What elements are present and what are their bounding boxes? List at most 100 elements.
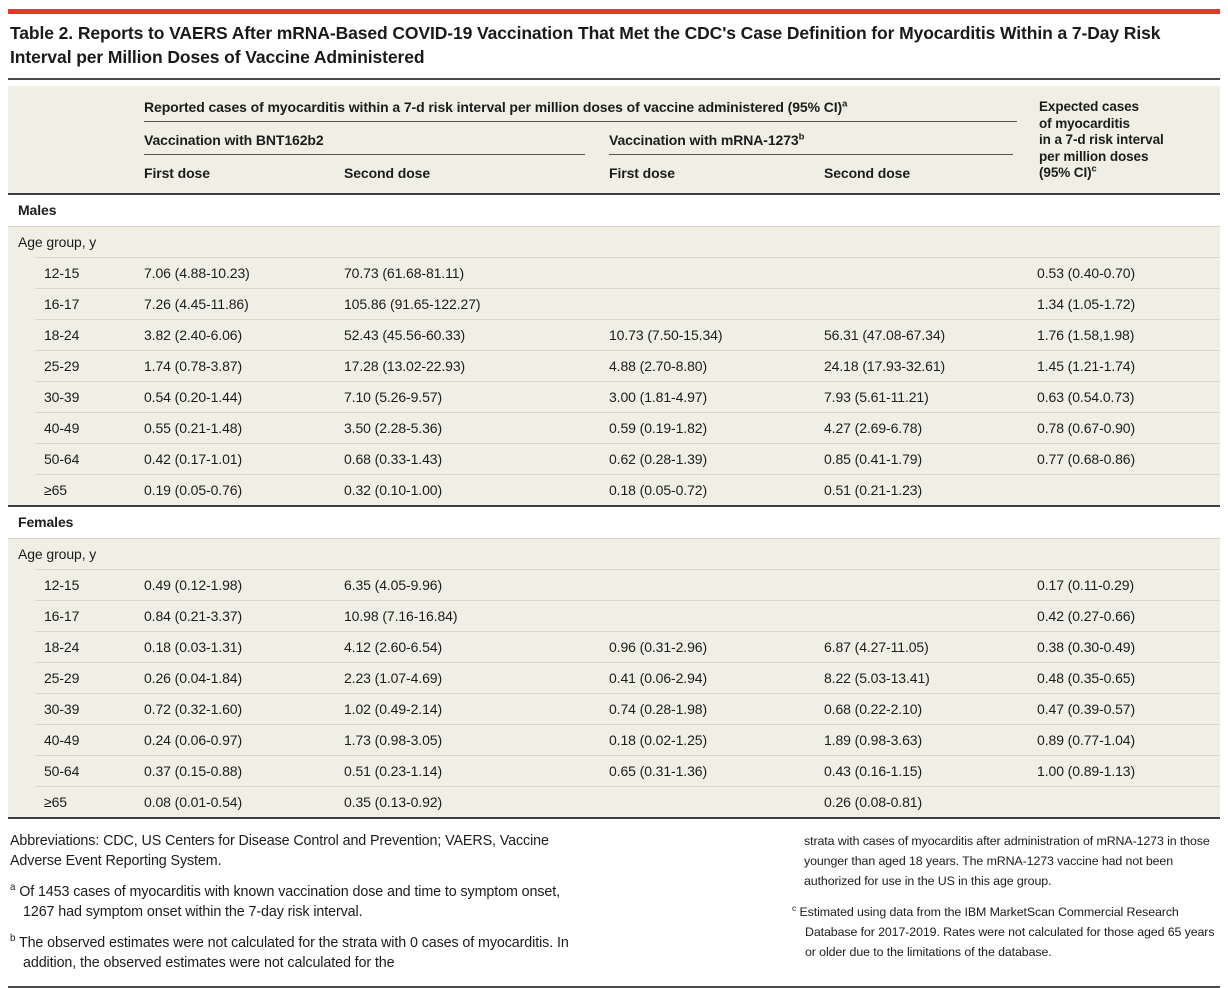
table-row: 30-39 0.54 (0.20-1.44) 7.10 (5.26-9.57) 3.0… xyxy=(8,381,1221,413)
table-row: 40-49 0.55 (0.21-1.48) 3.50 (2.28-5.36) 0.5… xyxy=(8,412,1221,444)
table-cell: 0.17 (0.11-0.29) xyxy=(1031,569,1221,601)
table-cell xyxy=(818,288,1032,320)
row-label: 18-24 xyxy=(8,631,138,663)
table-cell xyxy=(1031,786,1221,818)
table-header: Reported cases of myocarditis within a 7… xyxy=(8,86,1221,194)
row-label: 12-15 xyxy=(8,569,138,601)
table-cell: 0.18 (0.05-0.72) xyxy=(603,474,818,506)
vaers-myocarditis-table: Reported cases of myocarditis within a 7… xyxy=(8,86,1221,819)
table-cell: 0.37 (0.15-0.88) xyxy=(138,755,338,787)
table-cell: 56.31 (47.08-67.34) xyxy=(818,319,1032,351)
table-row: 25-29 0.26 (0.04-1.84) 2.23 (1.07-4.69) 0.4… xyxy=(8,662,1221,694)
table-cell: 7.10 (5.26-9.57) xyxy=(338,381,603,413)
table-cell: 0.24 (0.06-0.97) xyxy=(138,724,338,756)
table-cell: 0.59 (0.19-1.82) xyxy=(603,412,818,444)
age-group-subheader: Age group, y xyxy=(8,226,1221,258)
footnotes-right-column: strata with cases of myocarditis after a… xyxy=(792,831,1216,984)
bnt-first-dose-header: First dose xyxy=(144,165,210,181)
row-label: 12-15 xyxy=(8,257,138,289)
section-label: Males xyxy=(8,194,1221,227)
mrna-first-dose-header: First dose xyxy=(609,165,675,181)
footnote-marker-a: a xyxy=(10,882,16,894)
table-cell: 4.12 (2.60-6.54) xyxy=(338,631,603,663)
table-cell: 0.18 (0.02-1.25) xyxy=(603,724,818,756)
table-cell: 1.00 (0.89-1.13) xyxy=(1031,755,1221,787)
bnt162b2-span-label: Vaccination with BNT162b2 xyxy=(144,132,324,148)
table-cell: 0.49 (0.12-1.98) xyxy=(138,569,338,601)
row-label: 50-64 xyxy=(8,443,138,475)
table-cell: 0.74 (0.28-1.98) xyxy=(603,693,818,725)
row-label: 40-49 xyxy=(8,412,138,444)
table-cell: 0.84 (0.21-3.37) xyxy=(138,600,338,632)
expected-header-line: in a 7-d risk interval xyxy=(1039,132,1164,147)
age-column-header-empty xyxy=(8,86,138,194)
table-cell: 70.73 (61.68-81.11) xyxy=(338,257,603,289)
table-cell: 0.43 (0.16-1.15) xyxy=(818,755,1032,787)
table-cell: 0.68 (0.22-2.10) xyxy=(818,693,1032,725)
table-title: Table 2. Reports to VAERS After mRNA-Bas… xyxy=(10,23,1161,67)
abbreviations-note: Abbreviations: CDC, US Centers for Disea… xyxy=(10,833,549,869)
table-cell: 0.51 (0.21-1.23) xyxy=(818,474,1032,506)
table-row: 16-17 7.26 (4.45-11.86) 105.86 (91.65-122.… xyxy=(8,288,1221,320)
mrna1273-span-label: Vaccination with mRNA-1273 xyxy=(609,132,799,148)
table-cell xyxy=(818,569,1032,601)
table-cell: 7.93 (5.61-11.21) xyxy=(818,381,1032,413)
table-row: 18-24 0.18 (0.03-1.31) 4.12 (2.60-6.54) 0.9… xyxy=(8,631,1221,663)
footnote-ref-a: a xyxy=(842,98,848,110)
table-cell: 0.26 (0.08-0.81) xyxy=(818,786,1032,818)
row-label: ≥65 xyxy=(8,786,138,818)
table-cell: 3.50 (2.28-5.36) xyxy=(338,412,603,444)
table-cell: 7.06 (4.88-10.23) xyxy=(138,257,338,289)
table-cell: 0.26 (0.04-1.84) xyxy=(138,662,338,694)
table-cell: 0.19 (0.05-0.76) xyxy=(138,474,338,506)
table-cell: 1.02 (0.49-2.14) xyxy=(338,693,603,725)
row-label: 16-17 xyxy=(8,600,138,632)
footnote-c: c Estimated using data from the IBM Mark… xyxy=(792,902,1216,962)
footnote-marker-b: b xyxy=(10,933,16,945)
footnote-c-text: Estimated using data from the IBM Market… xyxy=(799,905,1215,959)
table-row: 50-64 0.42 (0.17-1.01) 0.68 (0.33-1.43) 0.6… xyxy=(8,443,1221,475)
bnt-second-dose-header: Second dose xyxy=(344,165,431,181)
table-cell: 0.55 (0.21-1.48) xyxy=(138,412,338,444)
table-row: 40-49 0.24 (0.06-0.97) 1.73 (0.98-3.05) 0.1… xyxy=(8,724,1221,756)
accent-red-bar xyxy=(8,9,1220,14)
row-label: 25-29 xyxy=(8,662,138,694)
table-cell: 0.48 (0.35-0.65) xyxy=(1031,662,1221,694)
row-label: 50-64 xyxy=(8,755,138,787)
expected-cases-column-header: Expected cases of myocarditis in a 7-d r… xyxy=(1031,86,1220,194)
age-group-subheader-row: Age group, y xyxy=(8,226,1221,258)
expected-header-line: per million doses xyxy=(1039,148,1149,164)
table-cell: 6.35 (4.05-9.96) xyxy=(338,569,603,601)
table-cell: 24.18 (17.93-32.61) xyxy=(818,350,1032,382)
table-cell: 52.43 (45.56-60.33) xyxy=(338,319,603,351)
table-cell: 10.73 (7.50-15.34) xyxy=(603,319,818,351)
footnotes: Abbreviations: CDC, US Centers for Disea… xyxy=(8,819,1220,984)
reported-cases-span-label: Reported cases of myocarditis within a 7… xyxy=(144,99,843,115)
table-cell xyxy=(818,600,1032,632)
table-cell: 0.78 (0.67-0.90) xyxy=(1031,412,1221,444)
age-group-subheader-row: Age group, y xyxy=(8,538,1221,570)
table-cell: 1.74 (0.78-3.87) xyxy=(138,350,338,382)
females-section: Females Age group, y 12-15 0.49 (0.12-1.9… xyxy=(8,506,1221,818)
table-cell: 0.08 (0.01-0.54) xyxy=(138,786,338,818)
table-cell: 2.23 (1.07-4.69) xyxy=(338,662,603,694)
table-cell: 0.85 (0.41-1.79) xyxy=(818,443,1032,475)
table-cell: 7.26 (4.45-11.86) xyxy=(138,288,338,320)
table-cell: 0.72 (0.32-1.60) xyxy=(138,693,338,725)
table-cell: 3.82 (2.40-6.06) xyxy=(138,319,338,351)
table-cell: 3.00 (1.81-4.97) xyxy=(603,381,818,413)
table-cell: 1.89 (0.98-3.63) xyxy=(818,724,1032,756)
table-cell: 10.98 (7.16-16.84) xyxy=(338,600,603,632)
footnotes-left-column: Abbreviations: CDC, US Centers for Disea… xyxy=(10,831,588,984)
section-label: Females xyxy=(8,506,1221,539)
mrna-second-dose-header: Second dose xyxy=(824,165,911,181)
footnote-ref-c: c xyxy=(1091,163,1097,174)
table-cell xyxy=(1031,474,1221,506)
table-cell xyxy=(603,257,818,289)
table-row: 18-24 3.82 (2.40-6.06) 52.43 (45.56-60.33)… xyxy=(8,319,1221,351)
footnote-b-continuation: strata with cases of myocarditis after a… xyxy=(804,834,1210,888)
table-cell xyxy=(603,569,818,601)
row-label: 40-49 xyxy=(8,724,138,756)
mrna1273-span-header: Vaccination with mRNA-1273b xyxy=(603,122,1031,155)
table-cell: 0.47 (0.39-0.57) xyxy=(1031,693,1221,725)
